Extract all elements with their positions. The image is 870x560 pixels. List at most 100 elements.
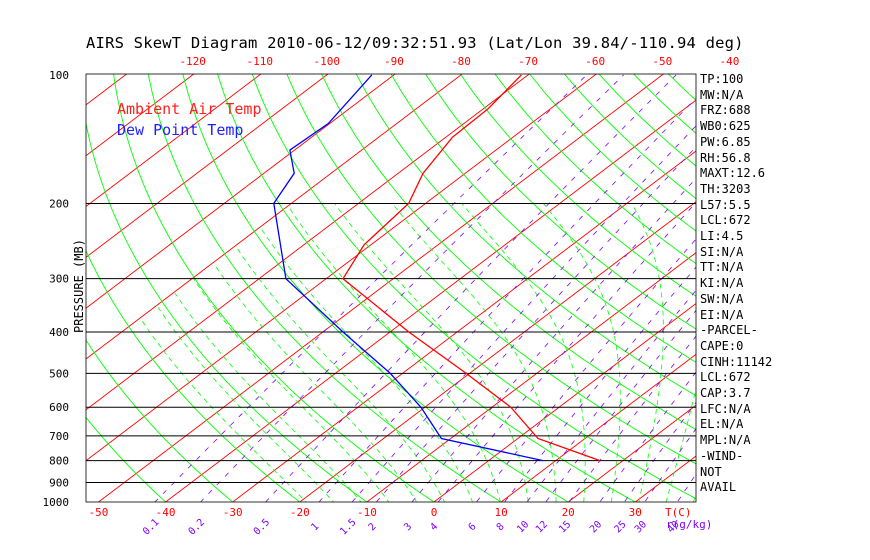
bottom-temp-tick-label: -30 xyxy=(223,506,243,519)
dry-adiabat-line xyxy=(797,65,870,511)
mixing-ratio-line xyxy=(375,146,696,502)
isotherm-line xyxy=(500,353,696,502)
mixing-ratio-line xyxy=(599,371,696,502)
mixing-ratio-tick-label: 30 xyxy=(633,519,649,535)
isotherm-line xyxy=(0,65,71,511)
isotherm-line xyxy=(825,65,870,511)
moist-adiabat-line xyxy=(236,248,446,502)
dry-adiabat-line xyxy=(321,74,696,431)
dry-adiabat-line xyxy=(425,74,696,330)
isotherm-line xyxy=(164,99,696,502)
mixing-ratio-line xyxy=(154,74,587,502)
dry-adiabat-line xyxy=(86,339,234,502)
mixing-ratio-line xyxy=(475,238,696,502)
sounding-stats-panel: TP:100 MW:N/A FRZ:688 WB0:625 PW:6.85 RH:56.8… xyxy=(700,72,772,496)
mixing-ratio-line xyxy=(526,289,696,502)
isotherm-line xyxy=(86,74,329,258)
stat-entry: TT:N/A xyxy=(700,260,744,275)
dry-adiabat-line xyxy=(390,74,696,363)
mixing-ratio-line xyxy=(437,201,696,502)
isotherm-line xyxy=(86,74,463,360)
mixing-ratio-line xyxy=(411,177,696,502)
mixing-ratio-line xyxy=(644,428,696,502)
stat-entry: LI:4.5 xyxy=(700,229,744,244)
bottom-temp-tick-label: -50 xyxy=(89,506,109,519)
pressure-tick-label: 200 xyxy=(49,197,69,210)
mixing-ratio-tick-label: 25 xyxy=(612,519,628,535)
dry-adiabat-line xyxy=(494,74,696,265)
temp-unit-label: T(C) xyxy=(665,506,692,519)
isotherm-line xyxy=(86,74,396,309)
top-temp-tick-label: -90 xyxy=(384,55,404,68)
bottom-temp-tick-label: -10 xyxy=(357,506,377,519)
mixing-ratio-tick-label: 0.2 xyxy=(187,517,208,538)
isotherm-line xyxy=(86,74,598,462)
top-temp-tick-label: -120 xyxy=(179,55,206,68)
dry-adiabat-line xyxy=(86,416,167,502)
moist-adiabat-line xyxy=(391,203,557,502)
moist-adiabat-line xyxy=(157,307,335,502)
isotherm-line xyxy=(567,404,696,502)
mixing-ratio-tick-label: 8 xyxy=(495,521,507,533)
pressure-tick-label: 1000 xyxy=(43,496,70,509)
isotherm-line xyxy=(0,65,4,511)
plot-frame xyxy=(85,73,697,503)
pressure-tick-label: 100 xyxy=(49,69,69,82)
stat-entry: -PARCEL- xyxy=(700,323,758,338)
dry-adiabat-line xyxy=(147,74,502,502)
mixing-ratio-line xyxy=(503,266,696,502)
mixing-ratio-line xyxy=(200,74,624,502)
mixing-ratio-unit-label: r(g/kg) xyxy=(666,518,712,531)
ambient-air-temp-line xyxy=(342,74,601,462)
y-axis-label: PRESSURE (MB) xyxy=(72,239,86,333)
moist-adiabat-line xyxy=(141,319,307,502)
mixing-ratio-tick-label: 2 xyxy=(367,521,379,533)
stat-entry: KI:N/A xyxy=(700,276,744,291)
mixing-ratio-tick-label: 1.5 xyxy=(338,517,359,538)
bottom-temp-tick-label: -20 xyxy=(290,506,310,519)
chart-title: AIRS SkewT Diagram 2010-06-12/09:32:51.9… xyxy=(86,34,744,52)
dew-point-temp-line xyxy=(273,74,544,462)
dry-adiabat-line xyxy=(529,74,696,232)
bottom-temp-tick-label: 20 xyxy=(562,506,575,519)
isotherm-line xyxy=(433,302,696,502)
mixing-ratio-tick-label: 6 xyxy=(467,521,479,533)
stat-entry: MPL:N/A xyxy=(700,433,751,448)
stat-entry: CAP:3.7 xyxy=(700,386,751,401)
bottom-temp-tick-label: 0 xyxy=(431,506,438,519)
isotherm-line xyxy=(97,74,665,502)
dry-adiabat-line xyxy=(355,74,696,397)
legend-dew-point-temp: Dew Point Temp xyxy=(117,121,244,139)
stat-entry: WB0:625 xyxy=(700,119,751,134)
legend-ambient-air-temp: Ambient Air Temp xyxy=(117,100,262,118)
stat-entry: -WIND- xyxy=(700,448,744,463)
stat-entry: AVAIL xyxy=(700,480,737,495)
isotherm-line xyxy=(299,201,696,502)
mixing-ratio-tick-label: 0.1 xyxy=(141,517,162,538)
bottom-temp-tick-label: 30 xyxy=(629,506,642,519)
stat-entry: LFC:N/A xyxy=(700,401,751,416)
dry-adiabat-line xyxy=(865,65,870,511)
moist-adiabat-line xyxy=(665,387,696,502)
top-temp-tick-label: -80 xyxy=(451,55,471,68)
mixing-ratio-line xyxy=(545,309,696,502)
dry-adiabat-line xyxy=(286,74,696,465)
moist-adiabat-line xyxy=(174,293,362,502)
stat-entry: PW:6.85 xyxy=(700,134,751,149)
dry-adiabat-line xyxy=(217,74,637,502)
moist-adiabat-line xyxy=(215,265,418,502)
mixing-ratio-tick-label: 4 xyxy=(428,521,440,533)
mixing-ratio-tick-label: 3 xyxy=(402,521,414,533)
mixing-ratio-tick-label: 12 xyxy=(534,519,550,535)
moist-adiabat-line xyxy=(461,203,586,502)
stat-entry: LCL:672 xyxy=(700,213,751,228)
stat-entry: LCL:672 xyxy=(700,370,751,385)
mixing-ratio-tick-label: 1 xyxy=(309,521,321,533)
mixing-ratio-line xyxy=(318,97,696,502)
mixing-ratio-line xyxy=(676,473,696,502)
pressure-tick-label: 700 xyxy=(49,430,69,443)
bottom-temp-tick-label: 10 xyxy=(494,506,507,519)
mixing-ratio-line xyxy=(623,401,696,502)
top-temp-tick-label: -110 xyxy=(246,55,273,68)
